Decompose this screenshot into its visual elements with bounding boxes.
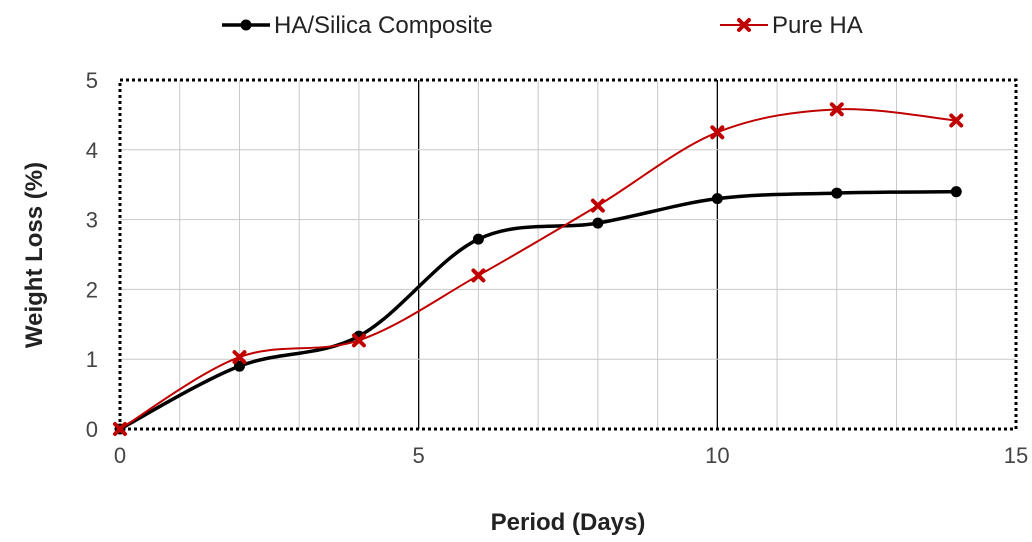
data-point: [710, 125, 725, 140]
plot-border: [118, 78, 1018, 431]
legend-label: Pure HA: [772, 12, 863, 39]
legend-item: HA/Silica Composite: [222, 12, 493, 39]
data-point: [232, 350, 247, 365]
legend-label: HA/Silica Composite: [274, 12, 493, 39]
y-tick-label: 0: [86, 417, 98, 442]
data-point: [949, 113, 964, 128]
x-tick-label: 5: [413, 443, 425, 468]
y-tick-label: 5: [86, 68, 98, 93]
y-tick-label: 3: [86, 208, 98, 233]
tick-labels: 0 5 10 15 0 1 2 3 4 5: [86, 68, 1028, 468]
data-point: [592, 217, 604, 229]
data-point: [829, 102, 844, 117]
x-tick-label: 15: [1004, 443, 1028, 468]
series-pure-ha: [113, 102, 964, 436]
y-tick-label: 2: [86, 277, 98, 302]
data-point: [831, 187, 843, 199]
series-ha-silica-composite: [114, 186, 962, 435]
series-line: [119, 189, 957, 431]
series-group: [113, 102, 964, 436]
y-tick-label: 4: [86, 138, 98, 163]
legend-item: Pure HA: [720, 12, 863, 39]
data-point: [950, 186, 962, 198]
data-point: [113, 422, 127, 436]
legend-marker: [240, 19, 252, 31]
grid: [120, 80, 1016, 429]
data-point: [472, 233, 484, 245]
series-line: [119, 108, 957, 430]
legend-marker: [737, 18, 751, 32]
data-point: [233, 360, 245, 372]
y-tick-label: 1: [86, 347, 98, 372]
data-point: [351, 333, 366, 348]
x-tick-label: 10: [705, 443, 729, 468]
data-point: [590, 198, 605, 213]
x-tick-label: 0: [114, 443, 126, 468]
y-axis-label: Weight Loss (%): [21, 162, 48, 348]
legend: HA/Silica Composite Pure HA: [222, 12, 863, 39]
x-axis-label: Period (Days): [491, 509, 646, 536]
data-point: [711, 193, 723, 205]
data-point: [471, 268, 486, 283]
